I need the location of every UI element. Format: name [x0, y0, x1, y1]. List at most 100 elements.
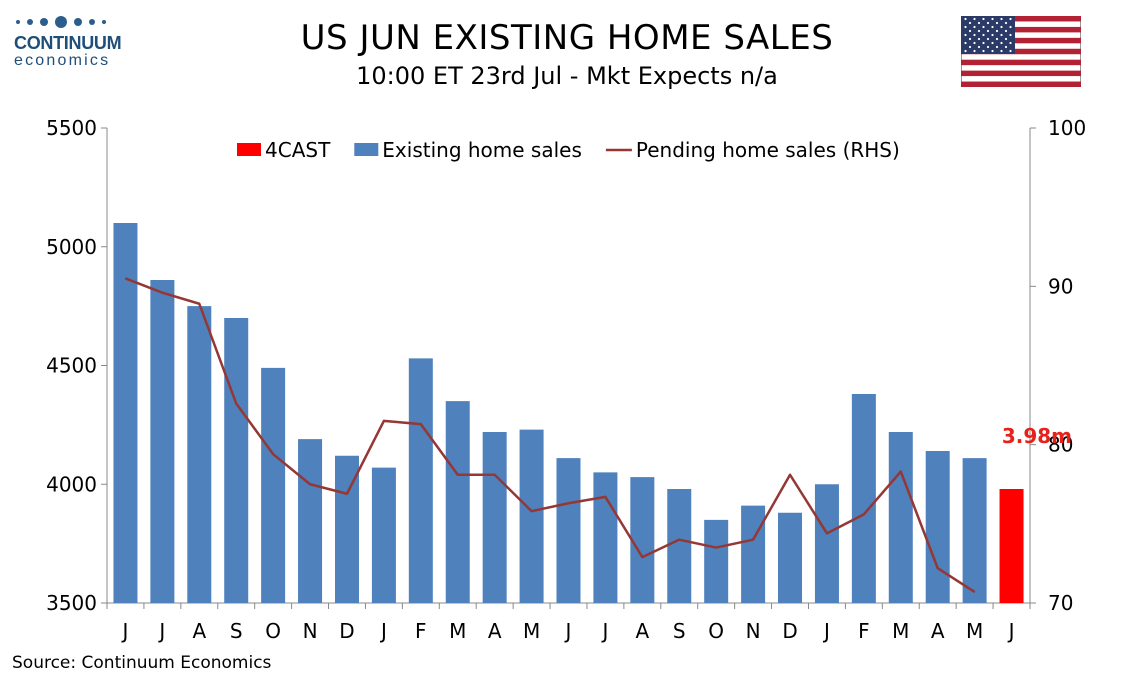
logo-tagline: economics	[14, 52, 111, 69]
pending-sales-point	[309, 483, 311, 485]
pending-sales-point	[715, 547, 717, 549]
x-tick-label: M	[892, 619, 909, 643]
chart-line	[124, 277, 976, 593]
pending-sales-point	[161, 292, 163, 294]
sales-bar	[556, 458, 581, 603]
x-tick-label: N	[303, 619, 318, 643]
forecast-data-label: 3.98m	[1002, 424, 1072, 448]
sales-bar	[261, 367, 286, 603]
x-tick-label: A	[635, 619, 649, 643]
sales-bar	[814, 484, 839, 603]
sales-bar	[667, 489, 692, 603]
sales-bar	[519, 429, 544, 603]
y-tick-label: 4000	[46, 472, 97, 496]
pending-sales-point	[494, 474, 496, 476]
y2-tick-label: 80	[1048, 433, 1073, 457]
sales-bar	[408, 358, 433, 603]
pending-sales-point	[346, 493, 348, 495]
sales-bar	[851, 394, 876, 603]
sales-bar	[298, 439, 323, 603]
pending-sales-point	[604, 496, 606, 498]
legend-label: Pending home sales (RHS)	[636, 138, 900, 162]
x-tick-label: A	[192, 619, 206, 643]
us-flag-icon	[961, 16, 1081, 87]
x-tick-label: J	[157, 619, 165, 643]
pending-sales-point	[863, 513, 865, 515]
logo-wordmark: CONTINUUM	[14, 33, 122, 53]
forecast-bar	[999, 489, 1024, 603]
sales-bar	[482, 432, 507, 603]
x-tick-label: M	[449, 619, 466, 643]
legend-swatch	[237, 143, 261, 156]
y-tick-label: 5000	[46, 235, 97, 259]
legend-swatch	[354, 143, 379, 156]
y2-tick-label: 70	[1048, 591, 1073, 615]
sales-bar	[778, 512, 803, 603]
legend-label: Existing home sales	[382, 138, 582, 162]
sales-bar	[371, 467, 396, 603]
pending-sales-point	[383, 420, 385, 422]
logo-dots-icon	[14, 14, 134, 30]
pending-sales-point	[272, 453, 274, 455]
chart-subtitle: 10:00 ET 23rd Jul - Mkt Expects n/a	[356, 62, 778, 90]
sales-bar	[962, 458, 987, 603]
chart-legend: 4CAST Existing home sales Pending home sal…	[237, 138, 900, 162]
sales-bar	[741, 505, 766, 603]
pending-sales-point	[568, 502, 569, 504]
x-tick-label: J	[822, 619, 830, 643]
sales-bar	[113, 223, 138, 603]
pending-sales-line	[125, 277, 976, 593]
pending-sales-point	[531, 510, 533, 512]
pending-sales-point	[937, 567, 939, 569]
sales-bar	[925, 451, 950, 603]
x-tick-label: F	[415, 619, 427, 643]
pending-sales-point	[678, 539, 680, 541]
pending-sales-point	[641, 556, 643, 558]
pending-sales-point	[124, 277, 126, 279]
sales-bar	[150, 280, 175, 603]
x-tick-label: S	[673, 619, 686, 643]
pending-sales-point	[198, 303, 200, 305]
source-note: Source: Continuum Economics	[12, 653, 272, 673]
x-tick-label: A	[931, 619, 945, 643]
pending-sales-point	[457, 474, 459, 476]
x-tick-label: J	[121, 619, 129, 643]
x-tick-label: N	[746, 619, 761, 643]
sales-bar	[630, 477, 655, 603]
legend-label: 4CAST	[265, 138, 331, 162]
x-tick-label: M	[523, 619, 540, 643]
y-tick-label: 4500	[46, 354, 97, 378]
x-tick-label: F	[858, 619, 870, 643]
pending-sales-point	[974, 591, 976, 593]
pending-sales-point	[420, 423, 422, 425]
x-tick-label: O	[265, 619, 281, 643]
y-tick-label: 5500	[46, 116, 97, 140]
x-tick-label: O	[708, 619, 724, 643]
x-tick-label: S	[230, 619, 243, 643]
sales-bar	[224, 318, 249, 603]
y2-tick-label: 90	[1048, 274, 1073, 298]
continuum-logo: CONTINUUM economics	[14, 14, 134, 74]
x-tick-label: D	[782, 619, 797, 643]
sales-bar	[187, 306, 212, 603]
x-tick-label: D	[339, 619, 354, 643]
pending-sales-point	[900, 471, 902, 473]
sales-bar	[888, 432, 913, 603]
pending-sales-point	[235, 403, 237, 404]
x-tick-label: A	[488, 619, 502, 643]
x-tick-label: J	[1007, 619, 1015, 643]
chart-labels: 3.98m	[1002, 424, 1072, 448]
sales-bar	[445, 401, 470, 603]
x-tick-label: J	[379, 619, 387, 643]
sales-bar	[593, 472, 618, 603]
chart-title: US JUN EXISTING HOME SALES	[300, 18, 834, 58]
sales-bar	[704, 519, 729, 603]
x-tick-label: M	[966, 619, 983, 643]
pending-sales-point	[826, 532, 828, 534]
y-tick-label: 3500	[46, 591, 97, 615]
x-tick-label: J	[564, 619, 572, 643]
chart-bars	[113, 223, 1024, 603]
x-tick-label: J	[600, 619, 608, 643]
